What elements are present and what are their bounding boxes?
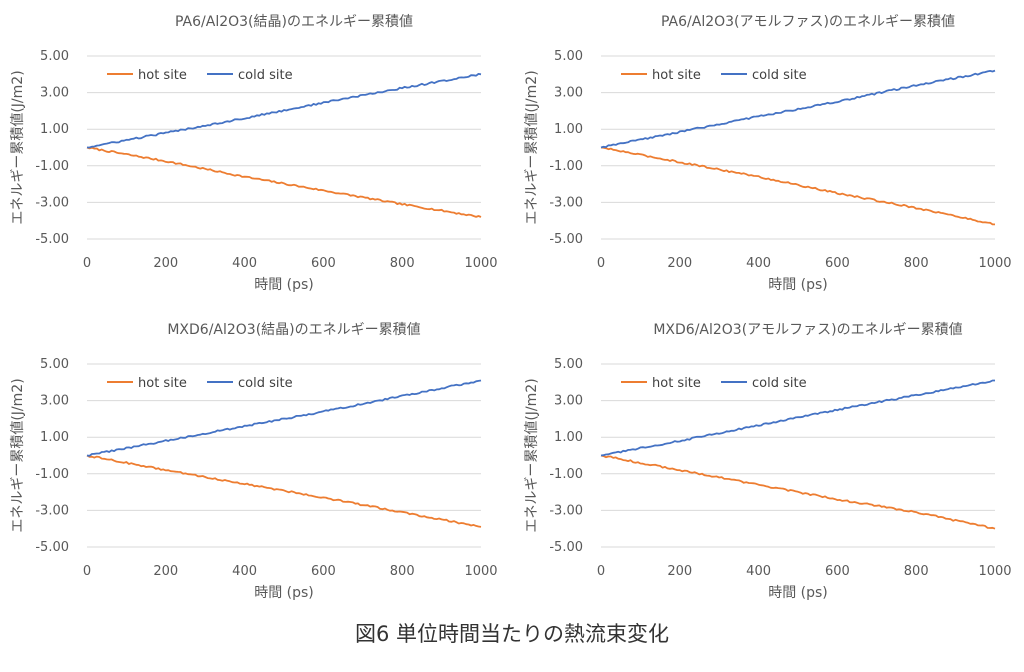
y-tick-label: 5.00 [40, 49, 69, 64]
x-tick-label: 200 [153, 564, 178, 579]
x-tick-label: 0 [83, 256, 91, 271]
y-tick-label: 3.00 [554, 86, 583, 101]
x-axis-label: 時間 (ps) [768, 277, 828, 293]
x-tick-label: 1000 [464, 256, 497, 271]
y-tick-label: 3.00 [40, 394, 69, 409]
legend-label: cold site [752, 68, 807, 83]
series-line-hot-site [86, 454, 482, 528]
x-tick-label: 1000 [978, 256, 1011, 271]
chart-pa6-amorphous: PA6/Al2O3(アモルファス)のエネルギー累積値 5.00 3.00 1.00 -1… [514, 0, 1014, 300]
x-tick-label: 400 [746, 256, 771, 271]
series-line-cold-site [86, 379, 482, 457]
x-tick-label: 200 [153, 256, 178, 271]
y-tick-label: -5.00 [549, 540, 583, 555]
x-tick-label: 1000 [978, 564, 1011, 579]
chart-mxd6-crystal: MXD6/Al2O3(結晶)のエネルギー累積値 5.00 3.00 1.00 -1.00… [0, 308, 500, 608]
x-tick-label: 0 [597, 564, 605, 579]
y-tick-label: -1.00 [549, 159, 583, 174]
y-tick-label: -3.00 [35, 503, 69, 518]
x-axis-label: 時間 (ps) [254, 585, 314, 601]
x-tick-label: 400 [232, 564, 257, 579]
y-axis-label: エネルギー累積値(J/m2) [10, 70, 26, 224]
x-tick-label: 0 [597, 256, 605, 271]
x-tick-label: 800 [390, 564, 415, 579]
y-axis-label: エネルギー累積値(J/m2) [524, 378, 540, 532]
y-axis-label: エネルギー累積値(J/m2) [10, 378, 26, 532]
y-tick-label: 5.00 [554, 49, 583, 64]
chart-mxd6-amorphous: MXD6/Al2O3(アモルファス)のエネルギー累積値 5.00 3.00 1.00 -… [514, 308, 1014, 608]
y-tick-label: -1.00 [35, 467, 69, 482]
x-tick-label: 800 [904, 256, 929, 271]
legend-label: cold site [238, 376, 293, 391]
y-tick-label: 3.00 [554, 394, 583, 409]
legend-label: hot site [652, 68, 701, 83]
chart-title: MXD6/Al2O3(アモルファス)のエネルギー累積値 [653, 322, 962, 338]
y-tick-label: 3.00 [40, 86, 69, 101]
legend-label: hot site [652, 376, 701, 391]
x-tick-label: 800 [390, 256, 415, 271]
chart-svg: MXD6/Al2O3(アモルファス)のエネルギー累積値 5.00 3.00 1.00 -… [524, 322, 1012, 601]
y-tick-label: 1.00 [554, 122, 583, 137]
series-line-hot-site [600, 454, 996, 530]
series-line-cold-site [87, 73, 482, 149]
series-line-hot-site [86, 146, 482, 218]
chart-title: PA6/Al2O3(アモルファス)のエネルギー累積値 [661, 14, 955, 30]
y-tick-label: -1.00 [549, 467, 583, 482]
y-tick-label: 1.00 [554, 430, 583, 445]
y-tick-label: -3.00 [35, 195, 69, 210]
y-tick-label: 5.00 [40, 357, 69, 372]
figure-caption: 図6 単位時間当たりの熱流束変化 [354, 622, 670, 646]
x-axis-label: 時間 (ps) [768, 585, 828, 601]
legend-label: cold site [752, 376, 807, 391]
x-tick-label: 200 [667, 564, 692, 579]
x-tick-label: 400 [232, 256, 257, 271]
chart-title: PA6/Al2O3(結晶)のエネルギー累積値 [175, 14, 413, 30]
y-tick-label: -3.00 [549, 195, 583, 210]
x-tick-label: 600 [825, 564, 850, 579]
chart-svg: PA6/Al2O3(アモルファス)のエネルギー累積値 5.00 3.00 1.00 -1… [524, 14, 1012, 293]
y-tick-label: 5.00 [554, 357, 583, 372]
y-tick-label: -3.00 [549, 503, 583, 518]
chart-title: MXD6/Al2O3(結晶)のエネルギー累積値 [167, 322, 420, 338]
series-line-cold-site [600, 69, 996, 149]
chart-svg: PA6/Al2O3(結晶)のエネルギー累積値 5.00 3.00 1.00 -1.00 -… [10, 14, 498, 293]
chart-pa6-crystal: PA6/Al2O3(結晶)のエネルギー累積値 5.00 3.00 1.00 -1.00 -… [0, 0, 500, 300]
x-tick-label: 1000 [464, 564, 497, 579]
x-tick-label: 600 [825, 256, 850, 271]
series-line-hot-site [600, 146, 995, 226]
x-tick-label: 400 [746, 564, 771, 579]
y-tick-label: -5.00 [35, 540, 69, 555]
x-tick-label: 200 [667, 256, 692, 271]
y-tick-label: -5.00 [35, 232, 69, 247]
y-axis-label: エネルギー累積値(J/m2) [524, 70, 540, 224]
x-tick-label: 600 [311, 256, 336, 271]
y-tick-label: -1.00 [35, 159, 69, 174]
x-tick-label: 800 [904, 564, 929, 579]
y-tick-label: 1.00 [40, 122, 69, 137]
x-tick-label: 600 [311, 564, 336, 579]
y-tick-label: 1.00 [40, 430, 69, 445]
series-line-cold-site [600, 379, 995, 457]
chart-svg: MXD6/Al2O3(結晶)のエネルギー累積値 5.00 3.00 1.00 -1.00… [10, 322, 498, 601]
x-tick-label: 0 [83, 564, 91, 579]
legend-label: hot site [138, 376, 187, 391]
legend-label: cold site [238, 68, 293, 83]
legend-label: hot site [138, 68, 187, 83]
x-axis-label: 時間 (ps) [254, 277, 314, 293]
y-tick-label: -5.00 [549, 232, 583, 247]
